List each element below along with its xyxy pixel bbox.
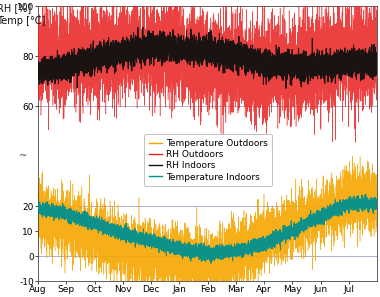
Text: ~: ~ xyxy=(19,151,27,161)
Text: RH [%]
Temp [°C]: RH [%] Temp [°C] xyxy=(0,4,46,26)
Legend: Temperature Outdoors, RH Outdoors, RH Indoors, Temperature Indoors: Temperature Outdoors, RH Outdoors, RH In… xyxy=(144,134,272,186)
